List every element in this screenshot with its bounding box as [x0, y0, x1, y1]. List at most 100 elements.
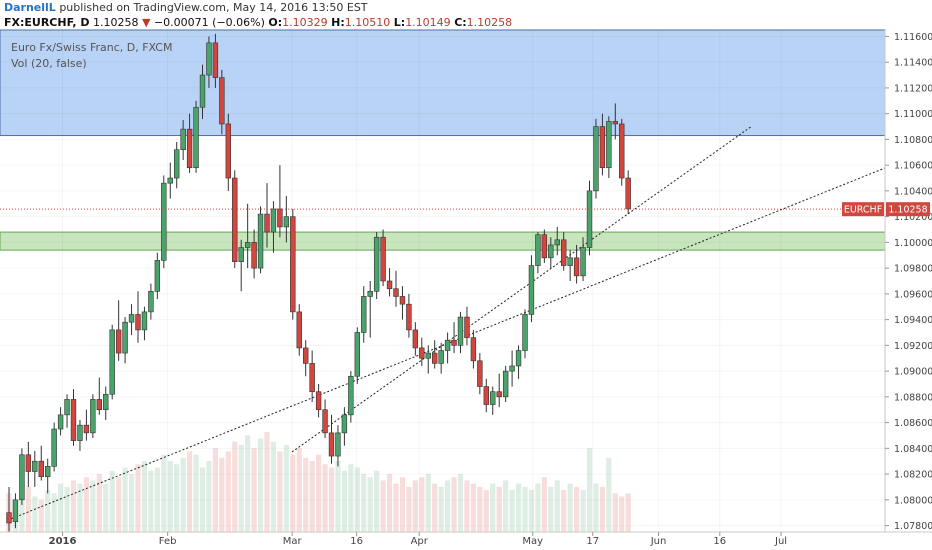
candle: [128, 304, 135, 336]
candle: [425, 345, 431, 374]
volume-bar: [128, 473, 135, 532]
volume-bar: [593, 483, 599, 532]
volume-bar: [438, 486, 444, 532]
volume-bar: [406, 486, 412, 532]
candle: [109, 324, 115, 400]
volume-bar: [619, 496, 625, 532]
price-badge-symbol-bg: [842, 202, 884, 217]
candle-body: [361, 296, 367, 333]
candle-body: [515, 350, 522, 367]
volume-bar: [70, 480, 77, 532]
candle: [186, 113, 193, 173]
volume-bar: [38, 499, 44, 532]
volume-bar: [535, 483, 541, 532]
candle: [483, 378, 489, 413]
candle-body: [296, 311, 302, 349]
candle: [373, 232, 380, 300]
candle-body: [548, 244, 554, 259]
candle: [393, 270, 399, 307]
candle: [148, 283, 154, 320]
candle-body: [270, 208, 277, 233]
low-value: 1.10149: [405, 16, 451, 29]
volume-bar: [116, 477, 122, 532]
volume-bar: [386, 473, 393, 532]
candle-body: [38, 460, 44, 477]
candle: [206, 36, 212, 88]
author-link[interactable]: DarnellL: [4, 1, 56, 14]
volume-bar: [103, 483, 109, 532]
volume-bar: [606, 457, 612, 532]
volume-bar: [580, 490, 586, 532]
volume-bar: [522, 486, 528, 532]
candle-body: [302, 347, 309, 364]
volume-bar: [141, 461, 148, 532]
candle-body: [25, 454, 32, 472]
candle: [141, 306, 148, 341]
volume-bar: [393, 483, 399, 532]
candle-body: [283, 216, 290, 228]
close-value: 1.10258: [466, 16, 513, 29]
candle: [193, 100, 199, 173]
volume-bar: [58, 483, 64, 532]
candle-body: [619, 123, 625, 179]
y-tick-label: 1.11000: [894, 109, 932, 120]
candle: [251, 229, 257, 279]
candle-body: [328, 432, 335, 457]
price-badge-symbol: EURCHF: [844, 205, 882, 216]
candle: [167, 162, 173, 199]
volume-bar: [328, 467, 335, 532]
candle: [225, 113, 231, 191]
candle-body: [335, 432, 341, 457]
y-tick-label: 1.09400: [894, 315, 932, 326]
candle: [438, 342, 444, 374]
volume-bar: [19, 499, 25, 532]
volume-bar: [270, 441, 277, 532]
candle: [44, 458, 51, 494]
volume-bar: [161, 454, 167, 532]
candle: [560, 232, 567, 271]
candle-body: [580, 247, 586, 277]
candle: [122, 317, 128, 364]
volume-bar: [374, 470, 380, 532]
volume-bar: [193, 454, 199, 532]
candle-body: [606, 121, 612, 169]
candle: [444, 332, 451, 364]
candle: [586, 180, 593, 256]
candle: [180, 120, 186, 161]
y-tick-label: 1.10800: [894, 135, 932, 146]
volume-bar: [64, 486, 70, 532]
candle: [302, 340, 309, 377]
candle-body: [490, 391, 496, 405]
candle: [103, 386, 109, 421]
candle-body: [70, 399, 77, 441]
candle-body: [238, 247, 244, 262]
change-value: −0.00071 (−0.06%): [153, 16, 265, 29]
open-label: O:: [268, 16, 283, 29]
candle-body: [354, 332, 360, 377]
volume-bar: [503, 480, 509, 532]
y-tick-label: 1.10200: [894, 212, 932, 223]
candle: [328, 414, 335, 464]
candle: [606, 116, 612, 179]
volume-bar: [625, 493, 631, 532]
candle-body: [51, 428, 57, 467]
volume-bar: [264, 432, 270, 532]
low-label: L:: [393, 16, 406, 29]
volume-bar: [206, 461, 212, 532]
volume-bar: [180, 457, 186, 532]
x-tick-label: 16: [713, 536, 726, 547]
y-tick-label: 1.09800: [894, 264, 932, 275]
candle-body: [90, 399, 96, 434]
candle-body: [251, 242, 257, 269]
candle: [496, 373, 502, 408]
volume-bar: [83, 477, 89, 532]
candle-body: [103, 393, 109, 411]
x-tick-label: Jun: [650, 536, 667, 547]
volume-bar: [32, 496, 38, 532]
candle-body: [477, 360, 483, 387]
published-text: published on TradingView.com, May 14, 20…: [59, 1, 368, 14]
candle-body: [154, 260, 161, 292]
candle-body: [567, 257, 573, 266]
volume-bar: [238, 444, 244, 532]
